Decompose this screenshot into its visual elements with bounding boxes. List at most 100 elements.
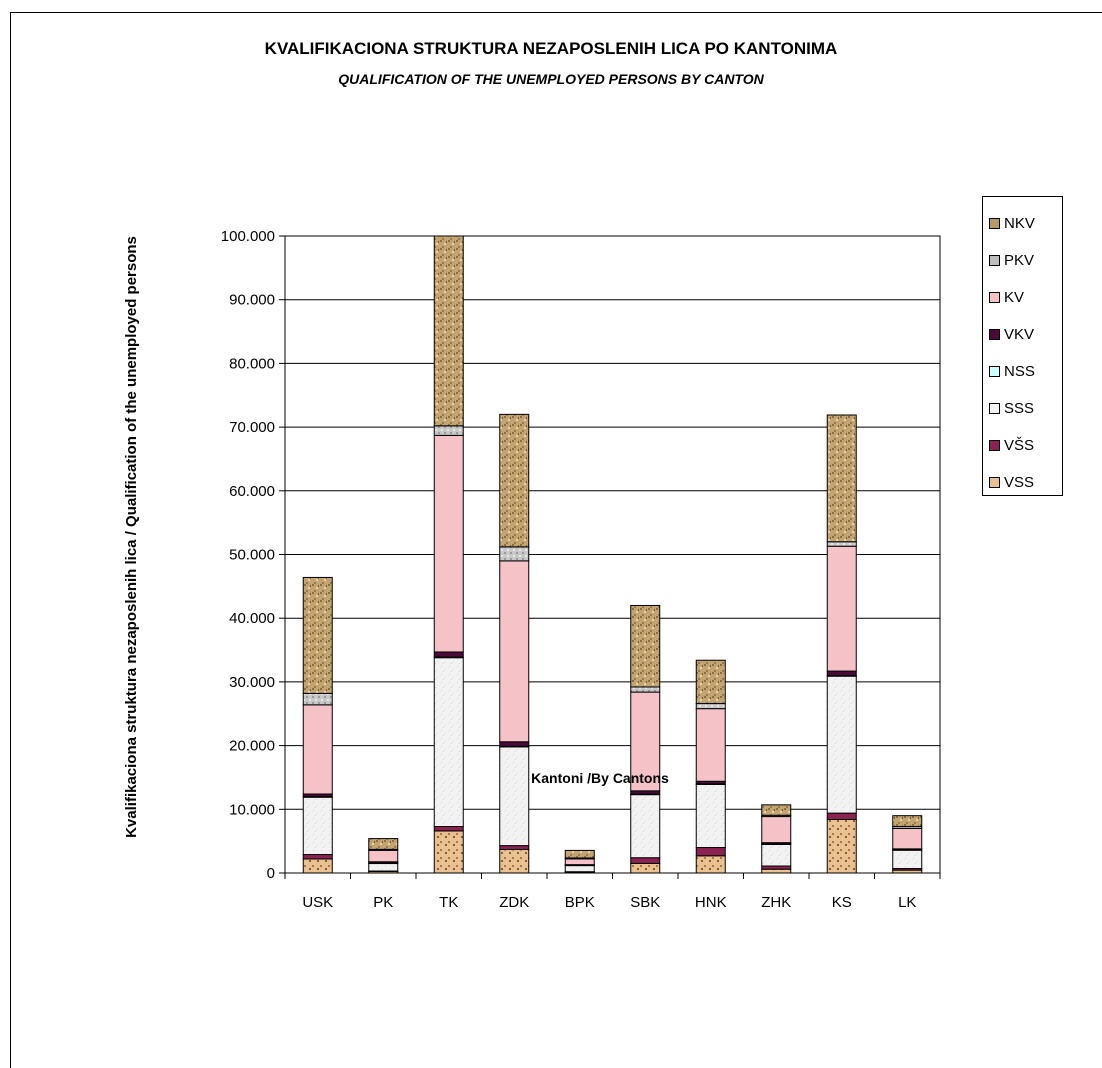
bar-všs-hnk (695, 847, 726, 857)
bar-vss-zhk (761, 868, 792, 874)
bar-všs-ks (826, 812, 857, 820)
bar-nkv-zdk (499, 413, 530, 548)
bar-nkv-pk (368, 838, 399, 850)
bar-nkv-lk (892, 815, 923, 828)
legend-swatch (989, 403, 1000, 414)
bar-nkv-hnk (695, 659, 726, 705)
y-tick-label: 70.000 (229, 419, 275, 436)
bar-sss-usk (302, 796, 333, 856)
bar-kv-pk (368, 849, 399, 863)
legend-label: NKV (1004, 215, 1035, 232)
bar-nkv-tk (433, 235, 464, 427)
legend-label: VSS (1004, 474, 1035, 491)
bar-nkv-sbk (630, 604, 661, 688)
bar-sss-bpk (564, 864, 595, 873)
bar-kv-lk (892, 827, 923, 850)
x-tick-label: PK (373, 894, 393, 911)
legend-item-nss: NSS (983, 353, 1062, 390)
bar-vss-sbk (630, 862, 661, 874)
bar-kv-zdk (499, 560, 530, 743)
legend-item-nkv: NKV (983, 205, 1062, 242)
legend-item-pkv: PKV (983, 242, 1062, 279)
legend-label: KV (1004, 289, 1025, 306)
bar-sss-pk (368, 862, 399, 872)
bar-kv-zhk (761, 816, 792, 844)
bar-sss-hnk (695, 783, 726, 849)
legend-swatch (989, 477, 1000, 488)
bar-nkv-zhk (761, 804, 792, 816)
legend-swatch (989, 292, 1000, 303)
bar-vss-zdk (499, 848, 530, 874)
bar-všs-tk (433, 825, 464, 832)
bar-všs-zdk (499, 845, 530, 850)
bar-kv-usk (302, 704, 333, 795)
x-tick-label: HNK (695, 894, 727, 911)
legend-item-kv: KV (983, 279, 1062, 316)
y-tick-label: 100.000 (221, 228, 275, 245)
legend-swatch (989, 218, 1000, 229)
x-tick-label: ZDK (499, 894, 529, 911)
y-tick-label: 30.000 (229, 674, 275, 691)
legend-swatch (989, 366, 1000, 377)
bar-pkv-usk (302, 692, 333, 706)
bar-kv-tk (433, 434, 464, 653)
bar-sss-zhk (761, 843, 792, 867)
y-tick-label: 20.000 (229, 738, 275, 755)
y-tick-label: 0 (267, 865, 275, 882)
legend-item-sss: SSS (983, 390, 1062, 427)
x-tick-label: SBK (630, 894, 660, 911)
chart-frame (10, 12, 1102, 1068)
bar-kv-hnk (695, 708, 726, 782)
legend-swatch (989, 255, 1000, 266)
x-tick-label: BPK (565, 894, 595, 911)
x-tick-label: ZHK (761, 894, 791, 911)
chart-legend: NKV PKV KV VKV NSS SSS VŠS VSS (982, 196, 1063, 496)
bar-sss-ks (826, 675, 857, 814)
bar-pkv-zdk (499, 546, 530, 562)
y-tick-label: 10.000 (229, 801, 275, 818)
legend-item-všs: VŠS (983, 427, 1062, 464)
bar-pkv-sbk (630, 686, 661, 693)
chart-subtitle: QUALIFICATION OF THE UNEMPLOYED PERSONS … (338, 71, 764, 87)
x-axis-title: Kantoni /By Cantons (531, 770, 669, 786)
bar-vss-ks (826, 818, 857, 874)
bar-vss-usk (302, 858, 333, 874)
legend-label: SSS (1004, 400, 1035, 417)
y-tick-label: 40.000 (229, 610, 275, 627)
x-tick-label: USK (302, 894, 333, 911)
y-tick-label: 60.000 (229, 483, 275, 500)
bar-nkv-ks (826, 414, 857, 543)
legend-label: PKV (1004, 252, 1035, 269)
bar-pkv-hnk (695, 703, 726, 710)
y-tick-label: 50.000 (229, 547, 275, 564)
bar-pkv-ks (826, 541, 857, 547)
bar-sss-tk (433, 657, 464, 827)
legend-item-vss: VSS (983, 464, 1062, 501)
bar-vkv-tk (433, 651, 464, 658)
bar-kv-bpk (564, 858, 595, 866)
bar-kv-sbk (630, 691, 661, 792)
bar-vkv-ks (826, 670, 857, 677)
bar-kv-ks (826, 545, 857, 672)
bar-nkv-usk (302, 576, 333, 694)
chart-title: KVALIFIKACIONA STRUKTURA NEZAPOSLENIH LI… (264, 39, 838, 58)
legend-swatch (989, 329, 1000, 340)
bar-všs-usk (302, 854, 333, 860)
legend-label: NSS (1004, 363, 1035, 380)
x-tick-label: LK (898, 894, 916, 911)
x-tick-label: KS (832, 894, 852, 911)
bar-vkv-zdk (499, 741, 530, 747)
bar-sss-lk (892, 849, 923, 870)
bar-sss-zdk (499, 746, 530, 847)
x-tick-label: TK (439, 894, 458, 911)
bar-nkv-bpk (564, 849, 595, 859)
y-tick-label: 90.000 (229, 292, 275, 309)
legend-label: VŠS (1004, 437, 1035, 454)
bar-vss-hnk (695, 855, 726, 874)
bar-vss-tk (433, 830, 464, 874)
y-axis-title: Kvalifikaciona struktura nezaposlenih li… (123, 236, 140, 838)
bar-všs-sbk (630, 857, 661, 864)
bar-sss-sbk (630, 794, 661, 859)
legend-label: VKV (1004, 326, 1035, 343)
